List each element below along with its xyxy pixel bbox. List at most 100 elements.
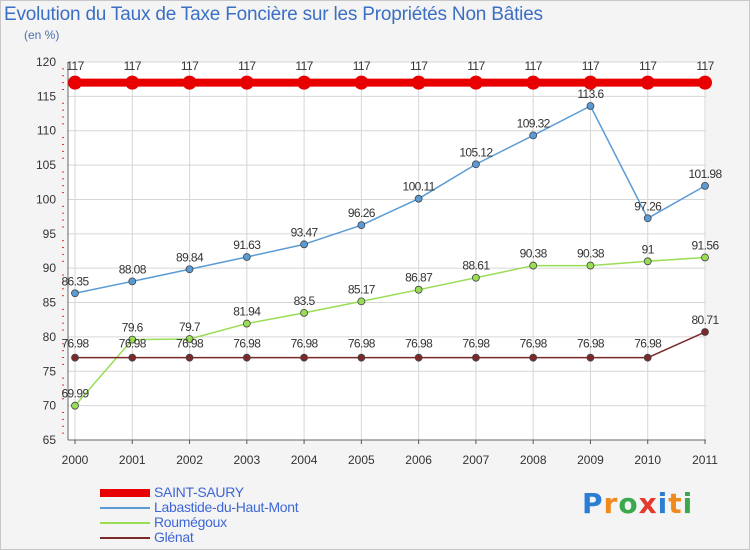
data-label: 76.98 (348, 337, 376, 351)
y-tick-label: 120 (36, 55, 56, 69)
data-point (125, 75, 140, 90)
data-point (242, 253, 251, 261)
data-label: 100.11 (403, 180, 436, 194)
data-label: 76.98 (462, 337, 490, 351)
y-tick-label: 85 (43, 296, 57, 310)
data-label: 117 (353, 59, 371, 73)
data-point (583, 75, 598, 90)
data-point (128, 335, 137, 344)
data-point (185, 353, 194, 362)
chart-title: Evolution du Taux de Taxe Foncière sur l… (4, 4, 543, 25)
data-label: 113.6 (577, 87, 604, 101)
x-tick-label: 2008 (520, 453, 547, 467)
data-label: 117 (467, 59, 485, 73)
data-point (68, 75, 82, 90)
data-label: 76.98 (176, 337, 204, 351)
data-point (182, 75, 197, 90)
data-point (242, 353, 251, 362)
data-label: 117 (238, 59, 256, 73)
data-point (586, 261, 595, 270)
y-axis-unit: (en %) (24, 28, 60, 42)
y-tick-label: 75 (43, 364, 57, 378)
data-point (357, 297, 366, 306)
data-label: 96.26 (348, 206, 376, 220)
logo-letter: o (618, 487, 639, 520)
data-label: 76.98 (119, 337, 147, 351)
data-label: 86.87 (405, 271, 433, 285)
data-point (71, 289, 79, 298)
data-label: 89.84 (176, 250, 204, 264)
data-label: 76.98 (577, 337, 605, 351)
data-point (239, 75, 254, 90)
data-point (643, 214, 652, 223)
data-point (185, 265, 194, 274)
data-label: 93.47 (291, 225, 319, 239)
data-point (701, 181, 709, 190)
series-line (74, 256, 706, 407)
data-label: 76.98 (405, 337, 433, 351)
proxiti-logo: Proxiti (582, 487, 693, 520)
legend-label-roumegoux: Roumégoux (154, 514, 227, 530)
data-point (297, 75, 312, 90)
data-label: 117 (181, 59, 199, 73)
y-tick-label: 90 (43, 261, 57, 275)
data-label: 83.5 (294, 294, 316, 308)
data-label: 76.98 (61, 337, 89, 351)
data-point (472, 353, 480, 362)
data-point (128, 353, 137, 362)
data-label: 76.98 (520, 337, 548, 351)
data-label: 79.6 (122, 321, 144, 335)
data-label: 88.61 (462, 259, 490, 273)
y-tick-label: 95 (43, 227, 57, 241)
data-label: 117 (410, 59, 428, 73)
y-tick-label: 80 (43, 330, 57, 344)
data-point (586, 102, 595, 110)
data-label: 117 (696, 59, 714, 73)
data-label: 91.56 (691, 238, 719, 252)
legend-swatch-saint-saury (100, 488, 150, 497)
data-point (701, 253, 709, 262)
x-tick-label: 2009 (577, 453, 604, 467)
data-point (643, 353, 652, 362)
y-tick-label: 110 (37, 124, 56, 138)
series-line (74, 105, 706, 295)
data-label: 81.94 (233, 305, 261, 319)
legend-label-labastide: Labastide-du-Haut-Mont (154, 499, 299, 515)
data-label: 76.98 (634, 337, 662, 351)
data-label: 86.35 (61, 274, 89, 288)
data-point (71, 353, 79, 362)
data-label: 91.63 (233, 238, 261, 252)
data-point (128, 277, 137, 286)
data-point (71, 401, 79, 410)
data-point (698, 75, 712, 90)
data-point (640, 75, 655, 90)
data-point (529, 261, 538, 270)
data-point (300, 353, 308, 362)
data-point (526, 75, 541, 90)
data-point (529, 131, 538, 140)
data-label: 117 (525, 59, 543, 73)
legend-label-glenat: Glénat (154, 529, 194, 545)
data-label: 80.71 (691, 313, 719, 327)
data-label: 90.38 (520, 247, 548, 261)
data-point (185, 335, 194, 343)
data-point (586, 353, 595, 362)
data-label: 79.7 (179, 320, 201, 334)
y-tick-label: 70 (43, 399, 57, 413)
x-tick-label: 2001 (119, 453, 146, 467)
data-point (354, 75, 369, 90)
logo-letter: x (638, 487, 658, 520)
logo-letter: i (682, 487, 694, 520)
legend-swatch-roumegoux (100, 521, 150, 524)
data-point (472, 160, 480, 169)
data-label: 91 (642, 242, 655, 256)
data-point (357, 221, 366, 230)
data-point (701, 328, 709, 336)
logo-letter: r (603, 487, 619, 520)
legend-swatch-glenat (100, 536, 150, 539)
series-line (74, 331, 706, 359)
data-point (414, 285, 423, 294)
data-label: 90.38 (577, 247, 605, 261)
data-point (643, 257, 652, 266)
x-tick-label: 2002 (176, 453, 203, 467)
